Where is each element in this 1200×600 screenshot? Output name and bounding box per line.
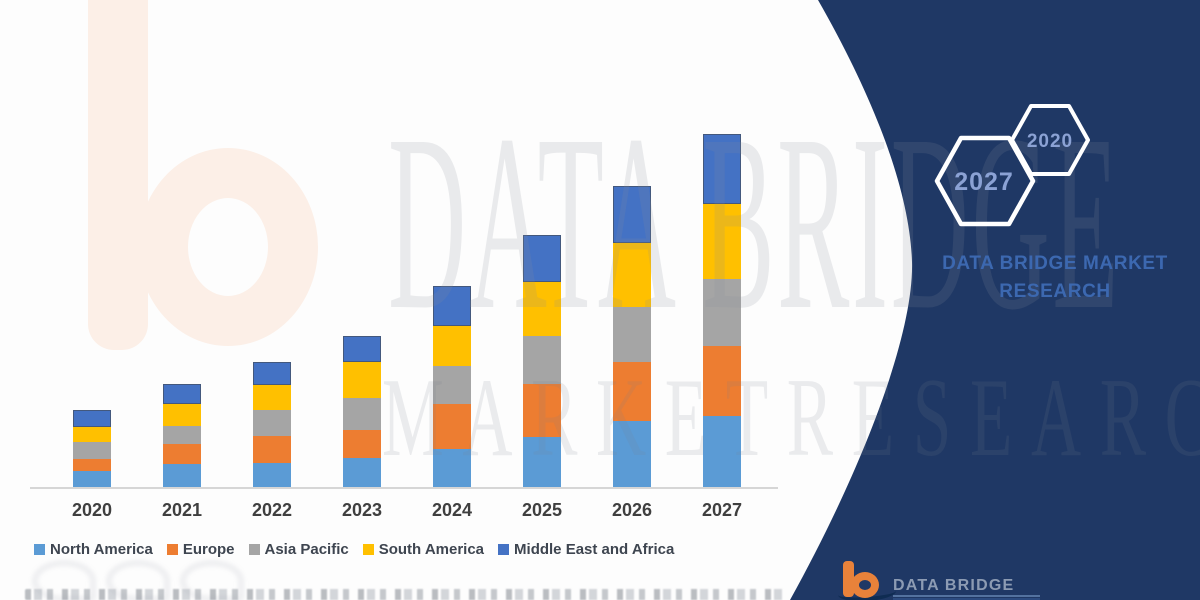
bar-segment-south-america [613, 243, 651, 307]
bar-segment-middle-east-and-africa [163, 384, 201, 404]
bar-segment-middle-east-and-africa [523, 235, 561, 282]
legend-swatch-icon [166, 544, 178, 555]
category-label-2020: 2020 [71, 500, 113, 520]
legend-swatch-icon [34, 544, 45, 555]
x-axis-line [30, 487, 778, 489]
bar-2022 [253, 362, 291, 487]
bar-2023 [343, 336, 381, 487]
footer-logo: DATA BRIDGE [837, 555, 1060, 600]
legend-swatch-icon [498, 544, 510, 555]
bar-2021 [163, 384, 201, 487]
legend-label: South America [378, 541, 485, 558]
legend-swatch-icon [248, 544, 260, 555]
bar-segment-asia-pacific [703, 279, 741, 346]
bar-segment-europe [163, 444, 201, 464]
legend-label: Asia Pacific [264, 541, 349, 558]
footer-brand-strip [893, 598, 1040, 600]
category-label-2026: 2026 [611, 500, 653, 520]
legend-label: North America [50, 541, 153, 558]
legend-item-south-america: South America [362, 541, 485, 558]
bar-segment-north-america [433, 449, 471, 487]
bar-segment-north-america [523, 437, 561, 487]
footer-logo-b-icon [843, 561, 854, 597]
bar-segment-north-america [613, 421, 651, 487]
bar-segment-middle-east-and-africa [703, 134, 741, 204]
bar-segment-south-america [253, 385, 291, 410]
bar-2020 [73, 410, 111, 487]
bar-segment-asia-pacific [433, 366, 471, 404]
cutoff-watermark-script [32, 560, 272, 600]
bar-segment-north-america [253, 463, 291, 487]
bar-2026 [613, 186, 651, 487]
panel-brand-line1: DATA BRIDGE MARKET [942, 253, 1168, 274]
bar-segment-asia-pacific [163, 426, 201, 444]
category-label-2022: 2022 [251, 500, 293, 520]
bar-segment-south-america [343, 362, 381, 398]
stacked-bar-chart: 2020 2021 2022 2023 2024 2025 2026 2027 North A… [30, 134, 778, 558]
side-panel-shape [790, 0, 1200, 600]
category-label-2025: 2025 [521, 500, 563, 520]
bar-2024 [433, 286, 471, 487]
category-label-2024: 2024 [431, 500, 473, 520]
panel-brand-name: DATA BRIDGE MARKET RESEARCH [918, 250, 1192, 306]
bar-segment-asia-pacific [253, 410, 291, 436]
legend-label: Middle East and Africa [514, 541, 675, 558]
bar-segment-europe [523, 384, 561, 437]
bar-segment-north-america [343, 458, 381, 487]
bar-segment-asia-pacific [523, 336, 561, 384]
legend-label: Europe [182, 541, 235, 558]
bar-segment-europe [343, 430, 381, 458]
bar-2027 [703, 134, 741, 487]
legend-item-north-america: North America [34, 541, 153, 558]
footer-brand-underline [893, 595, 1040, 597]
legend-item-asia-pacific: Asia Pacific [248, 541, 349, 558]
bar-segment-asia-pacific [613, 307, 651, 362]
bar-segment-europe [613, 362, 651, 421]
bar-segment-middle-east-and-africa [433, 286, 471, 326]
bar-segment-asia-pacific [343, 398, 381, 430]
bar-segment-asia-pacific [73, 442, 111, 459]
hexagon-2027-icon [934, 135, 1036, 227]
bar-segment-middle-east-and-africa [343, 336, 381, 362]
panel-brand-line2: RESEARCH [999, 281, 1111, 302]
bar-segment-middle-east-and-africa [253, 362, 291, 385]
cutoff-text-strip [25, 589, 785, 600]
bar-segment-south-america [703, 204, 741, 279]
bar-segment-south-america [433, 326, 471, 366]
category-label-2027: 2027 [701, 500, 743, 520]
legend-item-middle-east-and-africa: Middle East and Africa [498, 541, 674, 558]
bar-segment-south-america [73, 427, 111, 442]
category-label-2023: 2023 [341, 500, 383, 520]
legend-item-europe: Europe [166, 541, 235, 558]
bar-segment-north-america [73, 471, 111, 487]
bar-segment-europe [703, 346, 741, 416]
hexagon-2020-label: 2020 [1026, 131, 1074, 152]
bar-segment-north-america [703, 416, 741, 487]
bar-segment-europe [253, 436, 291, 463]
footer-brand-text: DATA BRIDGE [893, 577, 1015, 594]
bar-segment-europe [73, 459, 111, 471]
bar-segment-middle-east-and-africa [73, 410, 111, 427]
hexagon-2027-label: 2027 [954, 168, 1014, 196]
category-label-2021: 2021 [161, 500, 203, 520]
footer-logo-b-bowl [851, 572, 879, 598]
bar-segment-south-america [163, 404, 201, 426]
bar-segment-north-america [163, 464, 201, 487]
legend-swatch-icon [362, 544, 374, 555]
bar-2025 [523, 235, 561, 487]
bar-segment-middle-east-and-africa [613, 186, 651, 243]
bar-segment-south-america [523, 282, 561, 336]
hexagons-graphic [934, 104, 1090, 227]
bar-segment-europe [433, 404, 471, 449]
chart-legend: North America Europe Asia Pacific South Ame… [34, 541, 674, 558]
watermark-logo-b-stem [88, 0, 148, 350]
